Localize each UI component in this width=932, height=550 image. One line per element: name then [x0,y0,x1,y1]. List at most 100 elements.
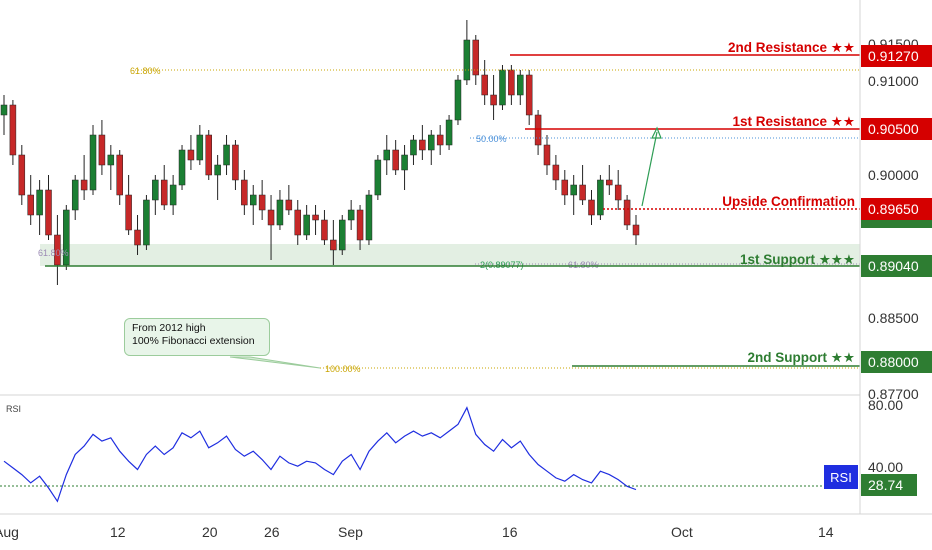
rsi-value: 28.74 [868,477,903,493]
candle-body [339,219,346,251]
candle-body [241,179,248,206]
resistance1-value: 0.90500 [868,121,919,137]
candle-body [0,104,8,116]
rsi-panel-title: RSI [6,404,21,414]
fib-61-label: 61.80% [130,66,161,76]
candle-body [499,69,506,106]
candle-body [472,39,480,76]
candle-body [374,159,382,196]
price-tick-0.91000: 0.91000 [868,73,919,89]
support2-value: 0.88000 [868,354,919,370]
candle-body [543,144,551,166]
candle-body [525,74,533,116]
candle-body [419,139,426,151]
candle-body [63,209,70,266]
candle-body [267,209,275,226]
time-tick-sep: Sep [338,524,363,540]
candle-body [125,194,132,231]
candle-body [428,134,435,151]
candle-body [410,139,417,156]
candle-body [205,134,212,176]
candle-body [143,199,150,246]
fib-50-label: 50.00% [476,134,507,144]
time-tick-20: 20 [202,524,218,540]
time-tick-26: 26 [264,524,280,540]
rsi-line [3,406,637,503]
time-tick-oct: Oct [671,524,693,540]
candle-body [232,144,239,181]
candle-body [606,179,613,186]
candle-body [597,179,604,216]
candle-body [623,199,631,226]
candle-body [258,194,266,211]
support2-value-badge [861,351,932,373]
resistance1-label: 1st Resistance ★★ [732,114,855,129]
candle-body [54,234,61,266]
candle-body [27,194,34,216]
candle-body [312,214,319,221]
candle-body [214,164,221,176]
rsi-tick-40: 40.00 [868,459,903,475]
candle-body [9,104,17,156]
resistance1-value-badge [861,118,932,140]
resistance2-label: 2nd Resistance ★★ [728,40,855,55]
candle-body [36,189,43,216]
support2-label: 2nd Support ★★ [748,350,855,365]
time-tick-aug: Aug [0,524,19,540]
candle-body [276,199,284,226]
price-tick-0.90000: 0.90000 [868,167,919,183]
candle-body [71,179,79,211]
candle-body [187,149,195,161]
rsi-badge [824,465,858,489]
candle-body [330,239,337,251]
candle-body [223,144,230,166]
resistance2-value-badge [861,45,932,67]
candle-body [285,199,293,211]
candle-body [80,179,88,191]
candle-body [321,219,328,241]
fib-extension-label: 2(0.89077) [480,260,524,270]
upside-confirmation-label: Upside Confirmation [722,194,855,209]
candle-body [152,179,159,201]
candle-body [534,114,542,146]
callout-pointer [229,356,321,369]
candle-body [303,214,310,236]
fib-100-label: 100.00% [325,364,361,374]
candle-body [588,199,595,216]
candle-body [632,224,640,236]
support1-label: 1st Support ★★★ [740,252,855,267]
candle-body [436,134,444,146]
candle-body [614,184,622,201]
candle-body [107,154,115,166]
candle-body [570,184,577,196]
time-tick-12: 12 [110,524,126,540]
candle-body [18,154,26,196]
hidden-tick-badge [861,220,932,228]
candle-body [552,164,560,181]
fib-61-left-label: 61.80% [38,248,69,258]
candle-body [356,209,364,241]
candle-body [463,39,471,81]
candlestick-series [0,20,640,285]
support-zone [40,244,860,266]
candle-body [98,134,106,166]
candle-body [249,194,257,206]
candle-body [134,229,141,246]
candle-body [561,179,569,196]
rsi-value-badge [861,474,917,496]
candle-body [392,149,399,171]
candle-body [508,69,515,96]
candle-body [196,134,204,161]
candle-body [89,134,97,191]
candle-body [178,149,186,186]
resistance2-value: 0.91270 [868,48,919,64]
support1-value: 0.89040 [868,258,919,274]
support1-value-badge [861,255,932,277]
projection-arrow-head [651,126,662,139]
candle-body [481,74,488,96]
candle-body [454,79,462,121]
candle-body [347,209,355,221]
